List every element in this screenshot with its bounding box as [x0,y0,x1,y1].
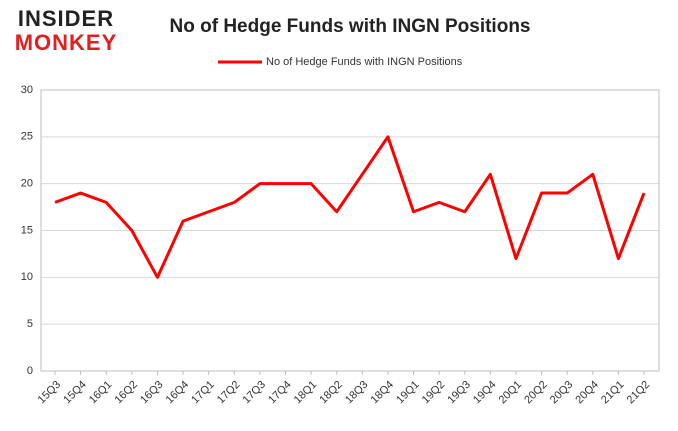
legend-label: No of Hedge Funds with INGN Positions [266,56,463,68]
x-tick-label: 16Q1 [87,379,115,407]
x-tick-label: 21Q2 [625,379,653,407]
plot-border [40,89,660,372]
logo-top: INSIDER [18,6,114,31]
x-tick-label: 19Q3 [445,379,473,407]
x-tick-label: 21Q1 [599,379,627,407]
x-tick-label: 15Q3 [36,379,64,407]
x-tick-label: 18Q2 [317,379,345,407]
x-tick-label: 17Q2 [215,379,243,407]
x-tick-label: 20Q3 [548,379,576,407]
x-tick-label: 19Q1 [394,379,422,407]
x-tick-label: 17Q4 [266,379,294,407]
x-tick-label: 15Q4 [61,379,89,407]
y-tick-label: 20 [21,178,33,190]
x-tick-label: 17Q3 [241,379,269,407]
y-tick-label: 15 [21,224,33,236]
x-tick-label: 17Q1 [189,379,217,407]
x-tick-label: 20Q4 [573,379,601,407]
x-tick-label: 18Q4 [369,379,397,407]
y-tick-label: 5 [27,318,33,330]
y-tick-label: 0 [27,365,33,377]
y-tick-label: 10 [21,271,33,283]
x-tick-label: 16Q3 [138,379,166,407]
x-tick-label: 16Q2 [112,379,140,407]
x-tick-label: 20Q2 [522,379,550,407]
y-tick-label: 25 [21,131,33,143]
x-tick-label: 20Q1 [497,379,525,407]
x-tick-label: 18Q1 [292,379,320,407]
x-tick-label: 19Q4 [471,379,499,407]
x-tick-label: 16Q4 [164,379,192,407]
chart-title: No of Hedge Funds with INGN Positions [170,16,531,37]
logo-bottom: MONKEY [15,30,118,55]
y-tick-label: 30 [21,84,33,96]
x-tick-label: 18Q3 [343,379,371,407]
x-tick-label: 19Q2 [420,379,448,407]
data-line [54,135,646,279]
